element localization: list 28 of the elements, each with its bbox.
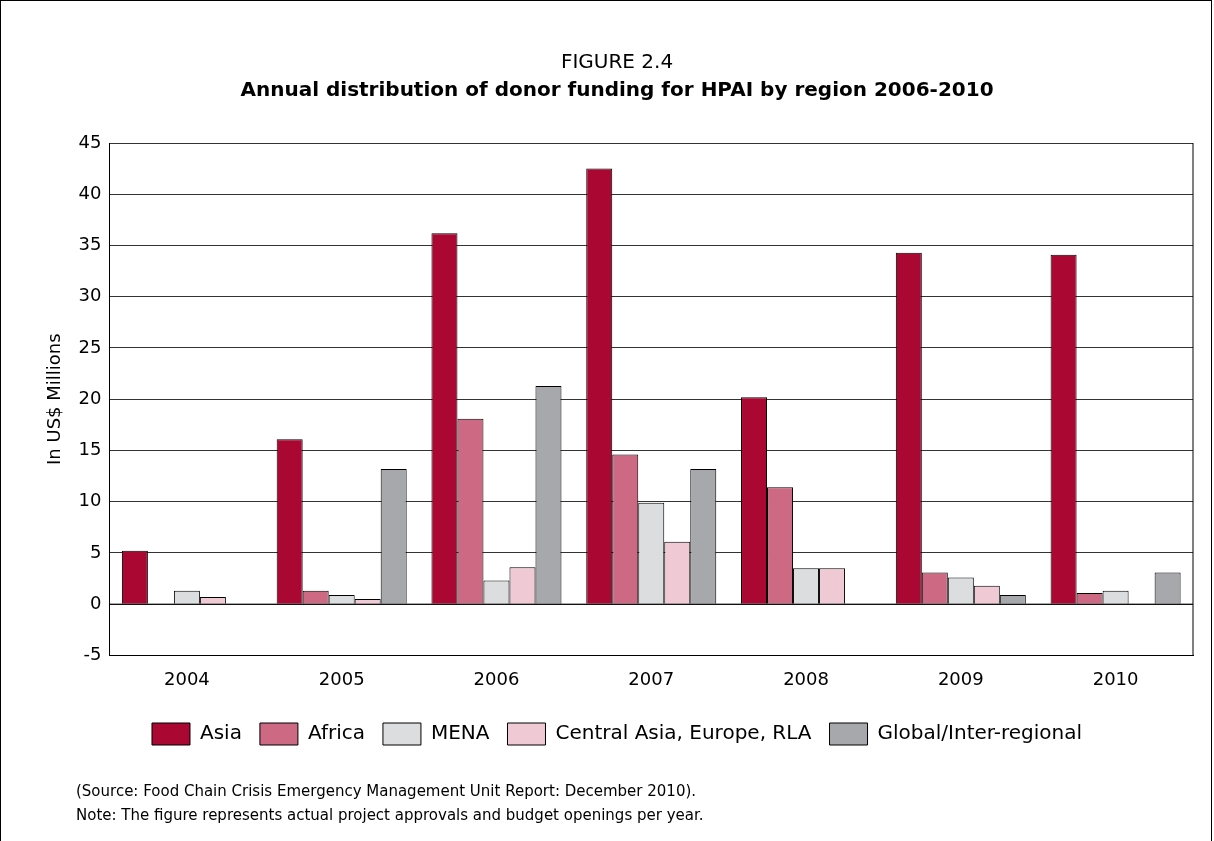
legend-label: Global/Inter-regional: [877, 720, 1083, 745]
x-tick-label: 2007: [628, 667, 675, 689]
y-tick-label: -5: [83, 643, 102, 665]
y-tick-label: 0: [90, 591, 102, 613]
y-tick-label: 30: [78, 284, 102, 306]
y-tick-label: 5: [90, 540, 102, 562]
x-tick-label: 2005: [318, 667, 365, 689]
x-tick-label: 2004: [163, 667, 210, 689]
y-tick-label: 15: [78, 438, 102, 460]
y-tick-label: 40: [78, 181, 102, 203]
y-tick-label: 25: [78, 335, 102, 357]
text: Note: The figure represents actual project approvals and budget openings per year.: [76, 805, 704, 826]
x-tick-label: 2008: [783, 667, 829, 689]
y-axis-title: In US$ Millions: [43, 333, 65, 465]
x-tick-label: 2010: [1092, 667, 1139, 689]
x-tick-label: 2009: [937, 667, 984, 689]
x-tick-label: 2006: [473, 667, 520, 689]
chart-subtitle: Annual distribution of donor funding for HPAI by region 2006-2010: [240, 77, 994, 102]
legend-label: Asia: [200, 720, 242, 745]
y-tick-label: 10: [78, 489, 102, 511]
y-tick-label: 45: [78, 130, 102, 152]
legend-label: Central Asia, Europe, RLA: [555, 720, 812, 745]
chart-title: FIGURE 2.4: [560, 49, 674, 74]
y-tick-label: 20: [78, 386, 102, 408]
y-tick-label: 35: [78, 233, 102, 255]
text: (Source: Food Chain Crisis Emergency Management Unit Report: December 2010).: [76, 781, 698, 802]
legend-label: MENA: [430, 720, 490, 745]
legend-label: Africa: [307, 720, 365, 745]
